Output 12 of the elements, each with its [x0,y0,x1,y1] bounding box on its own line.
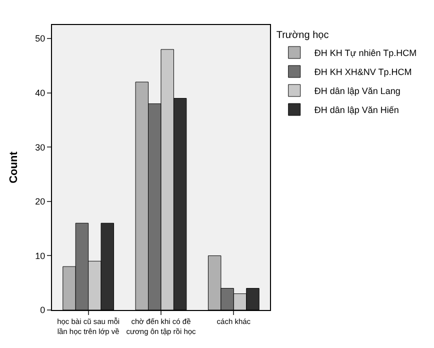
y-tick-label: 20 [35,196,46,207]
y-axis-title: Count [8,151,20,184]
y-tick-label: 50 [35,34,46,44]
legend-label: ĐH KH XH&NV Tp.HCM [314,67,412,78]
y-tick-label: 10 [35,250,46,261]
y-tick-label: 40 [35,88,46,98]
legend-label: ĐH KH Tự nhiên Tp.HCM [314,48,417,58]
y-tick-label: 30 [35,142,46,152]
legend-label: ĐH dân lập Văn Hiến [314,105,399,116]
legend-title: Trường học [276,30,329,41]
legend-label: ĐH dân lập Văn Lang [314,86,400,96]
y-tick-label: 0 [40,305,46,316]
